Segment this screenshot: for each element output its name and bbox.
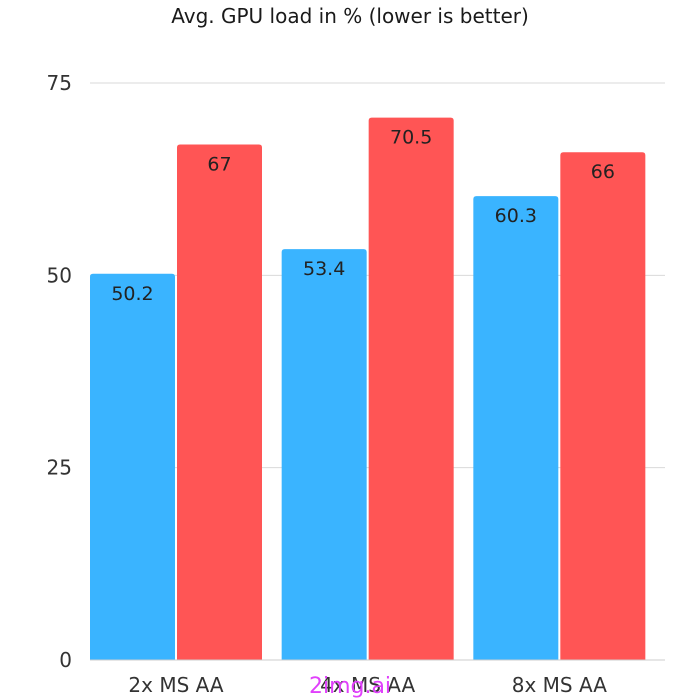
x-axis-category-labels: 2x MS AA 4x MS AA 8x MS AA <box>128 673 607 697</box>
chart-title: Avg. GPU load in % (lower is better) <box>171 4 529 28</box>
data-label-series1-0: 50.2 <box>111 283 153 305</box>
bar-series2-0 <box>177 144 262 661</box>
data-label-series1-2: 60.3 <box>495 205 537 227</box>
x-category-label-1: 4x MS AA <box>320 673 415 697</box>
bar-series2-1 <box>368 117 454 661</box>
data-label-series2-2: 66 <box>591 161 615 183</box>
x-category-label-0: 2x MS AA <box>128 673 223 697</box>
bar-series1-1 <box>281 249 367 660</box>
y-tick-label-75: 75 <box>47 71 72 95</box>
data-label-series2-0: 67 <box>207 154 231 176</box>
bar-series1-0 <box>90 273 175 660</box>
data-label-series1-1: 53.4 <box>303 258 345 280</box>
y-tick-label-25: 25 <box>47 456 72 480</box>
y-axis-tick-labels: 0 25 50 75 <box>47 71 72 672</box>
y-tick-label-0: 0 <box>59 648 72 672</box>
watermark-text: 2img.ai <box>309 674 391 699</box>
y-tick-label-50: 50 <box>47 263 72 287</box>
bar-series1-2 <box>473 196 559 661</box>
x-category-label-2: 8x MS AA <box>512 673 607 697</box>
data-label-series2-1: 70.5 <box>390 127 432 149</box>
bar-series-group <box>90 117 646 661</box>
data-labels: 50.2 67 53.4 70.5 60.3 66 <box>111 127 615 305</box>
bar-series2-2 <box>560 152 646 661</box>
